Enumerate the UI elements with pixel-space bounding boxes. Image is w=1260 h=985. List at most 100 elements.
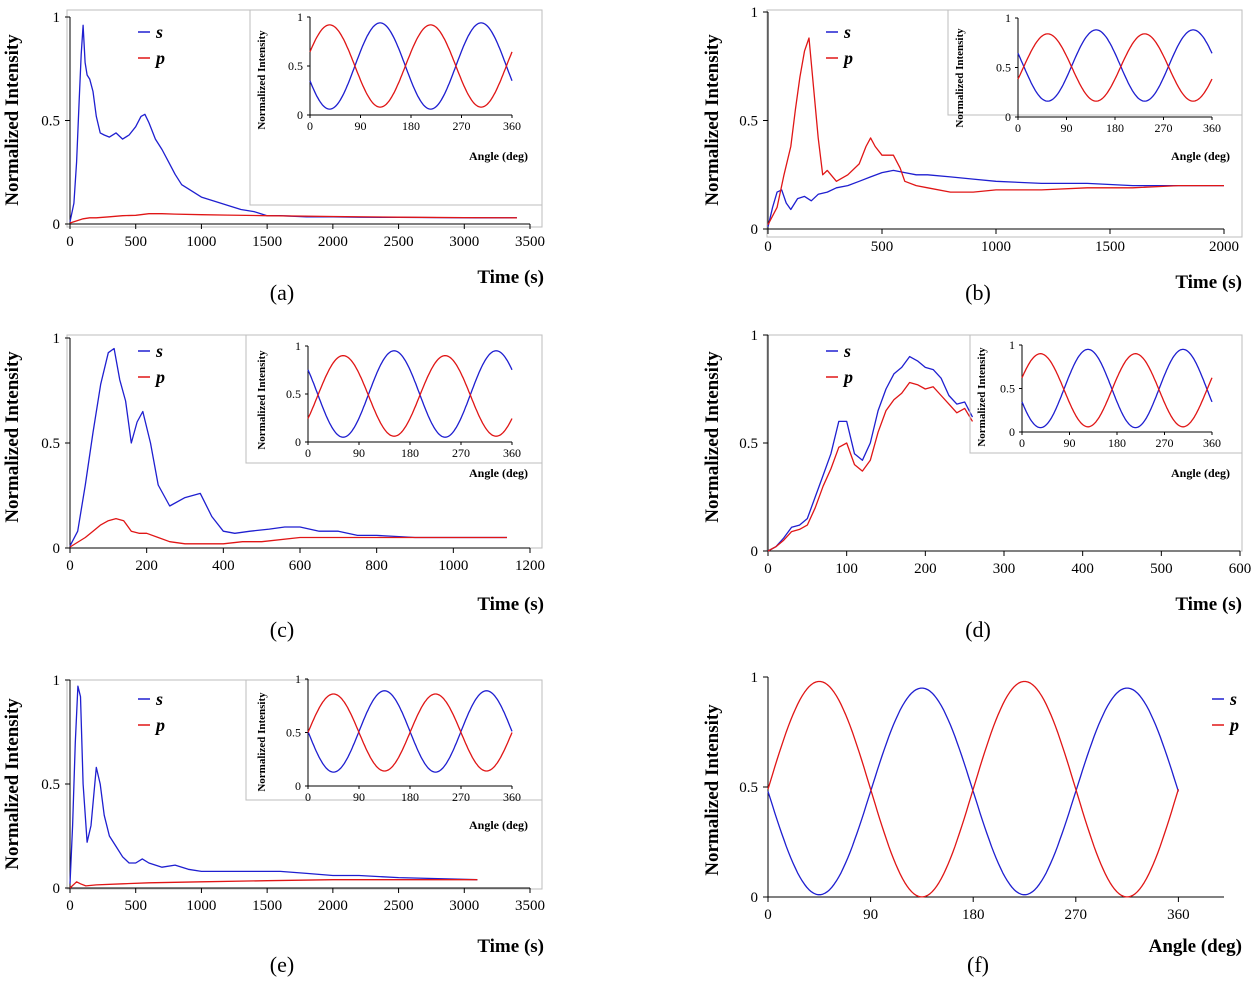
legend: sp xyxy=(138,22,165,68)
y-axis-label: Normalized Intensity xyxy=(702,704,723,876)
x-tick-label: 1000 xyxy=(186,898,216,914)
y-tick-label: 0.5 xyxy=(41,436,60,452)
inset-chart: 0 90 180 270 360 0 0.5 1 Normalized Intensity Ang… xyxy=(245,672,543,832)
x-tick-label: 1500 xyxy=(252,234,282,250)
inset-x-axis-label: Angle (deg) xyxy=(469,818,528,832)
inset-x-tick-label: 180 xyxy=(401,790,419,804)
series-line-p xyxy=(767,381,974,552)
inset-series-line-p xyxy=(1021,353,1213,428)
inset-frame xyxy=(245,679,543,801)
inset-x-tick-label: 180 xyxy=(1108,436,1126,450)
x-tick-label: 0 xyxy=(66,234,74,250)
x-tick-label: 90 xyxy=(863,907,878,923)
x-tick-label: 200 xyxy=(135,558,158,574)
inset-x-tick-label: 360 xyxy=(503,119,521,133)
inset-y-tick-label: 0 xyxy=(297,108,303,122)
y-tick-label: 0.5 xyxy=(41,777,60,793)
series-line-p xyxy=(767,680,1180,898)
x-tick-label: 0 xyxy=(66,558,74,574)
y-tick-label: 0.5 xyxy=(739,114,758,130)
inset-x-tick-label: 180 xyxy=(401,446,419,460)
inset-x-tick-label: 270 xyxy=(453,119,471,133)
series-line-s xyxy=(767,355,974,552)
inset-frame xyxy=(947,9,1243,116)
y-tick-label: 0.5 xyxy=(739,436,758,452)
panel-caption: (e) xyxy=(270,952,294,977)
y-axis-label: Normalized Intensity xyxy=(2,698,23,870)
inset-chart: 0 90 180 270 360 0 0.5 1 Normalized Intensity Ang… xyxy=(245,334,543,480)
x-tick-label: 2500 xyxy=(384,234,414,250)
inset-y-tick-label: 1 xyxy=(1005,11,1011,25)
inset-x-tick-label: 90 xyxy=(1064,436,1076,450)
x-tick-label: 800 xyxy=(365,558,388,574)
x-tick-label: 180 xyxy=(962,907,985,923)
inset-x-tick-label: 90 xyxy=(355,119,367,133)
series-line-p xyxy=(767,37,1224,226)
inset-y-tick-label: 0.5 xyxy=(1000,382,1015,396)
y-tick-label: 0 xyxy=(53,881,61,897)
inset-series-line-s xyxy=(1017,29,1213,102)
inset-chart: 0 90 180 270 360 0 0.5 1 Normalized Intensity Ang… xyxy=(249,9,543,206)
y-axis-label: Normalized Intensity xyxy=(702,351,723,523)
inset-x-tick-label: 180 xyxy=(402,119,420,133)
x-axis-label: Time (s) xyxy=(1175,272,1242,293)
x-tick-label: 3500 xyxy=(515,234,545,250)
inset-y-tick-label: 0 xyxy=(1005,110,1011,124)
legend-label-s: s xyxy=(155,689,163,709)
inset-x-tick-label: 90 xyxy=(1061,121,1073,135)
y-tick-label: 1 xyxy=(53,10,61,26)
inset-x-tick-label: 90 xyxy=(353,790,365,804)
inset-x-tick-label: 90 xyxy=(353,446,365,460)
panel-caption: (b) xyxy=(965,280,991,305)
inset-x-tick-label: 0 xyxy=(305,446,311,460)
x-tick-label: 500 xyxy=(1150,561,1173,577)
y-tick-label: 0 xyxy=(53,217,61,233)
legend-label-p: p xyxy=(1228,715,1239,735)
inset-series-line-s xyxy=(1021,348,1213,429)
x-tick-label: 3000 xyxy=(449,898,479,914)
chart-panel-e: 0 500 1000 1500 2000 2500 3000 3500 0 0.5 1 Normali… xyxy=(2,672,545,977)
inset-y-tick-label: 0 xyxy=(295,435,301,449)
x-axis-label: Time (s) xyxy=(477,267,544,288)
inset-chart: 0 90 180 270 360 0 0.5 1 Normalized Intensity Ang… xyxy=(947,9,1243,163)
panel-caption: (c) xyxy=(270,617,294,642)
x-tick-label: 600 xyxy=(289,558,312,574)
legend: sp xyxy=(1212,689,1239,735)
inset-x-tick-label: 270 xyxy=(452,790,470,804)
panel-caption: (f) xyxy=(967,952,989,977)
x-tick-label: 1200 xyxy=(515,558,545,574)
panel-caption: (d) xyxy=(965,617,991,642)
y-axis-label: Normalized Intensity xyxy=(2,34,23,206)
inset-frame xyxy=(969,334,1243,454)
y-tick-label: 1 xyxy=(751,328,759,344)
inset-x-tick-label: 0 xyxy=(305,790,311,804)
series-line-s xyxy=(69,24,517,223)
x-tick-label: 500 xyxy=(871,239,894,255)
legend-label-p: p xyxy=(154,48,165,68)
inset-chart: 0 90 180 270 360 0 0.5 1 Normalized Intensity Ang… xyxy=(969,334,1243,480)
legend-label-s: s xyxy=(155,22,163,42)
inset-series-line-s xyxy=(309,22,513,110)
plot-frame xyxy=(66,9,543,228)
inset-x-tick-label: 270 xyxy=(1156,436,1174,450)
legend-label-p: p xyxy=(842,48,853,68)
inset-y-tick-label: 0 xyxy=(1009,425,1015,439)
legend: sp xyxy=(826,22,853,68)
inset-x-tick-label: 270 xyxy=(452,446,470,460)
x-tick-label: 0 xyxy=(764,239,772,255)
x-tick-label: 0 xyxy=(66,898,74,914)
x-tick-label: 1500 xyxy=(252,898,282,914)
y-tick-label: 1 xyxy=(53,331,61,347)
series-line-s xyxy=(69,685,478,884)
inset-x-tick-label: 360 xyxy=(503,446,521,460)
legend: sp xyxy=(826,341,853,387)
y-axis-label: Normalized Intensity xyxy=(2,351,23,523)
inset-y-axis-label: Normalized Intensity xyxy=(954,28,966,128)
inset-y-tick-label: 1 xyxy=(295,672,301,686)
inset-y-axis-label: Normalized Intensity xyxy=(256,30,268,130)
x-tick-label: 1500 xyxy=(1095,239,1125,255)
x-axis-label: Angle (deg) xyxy=(1149,936,1242,957)
x-tick-label: 270 xyxy=(1065,907,1088,923)
